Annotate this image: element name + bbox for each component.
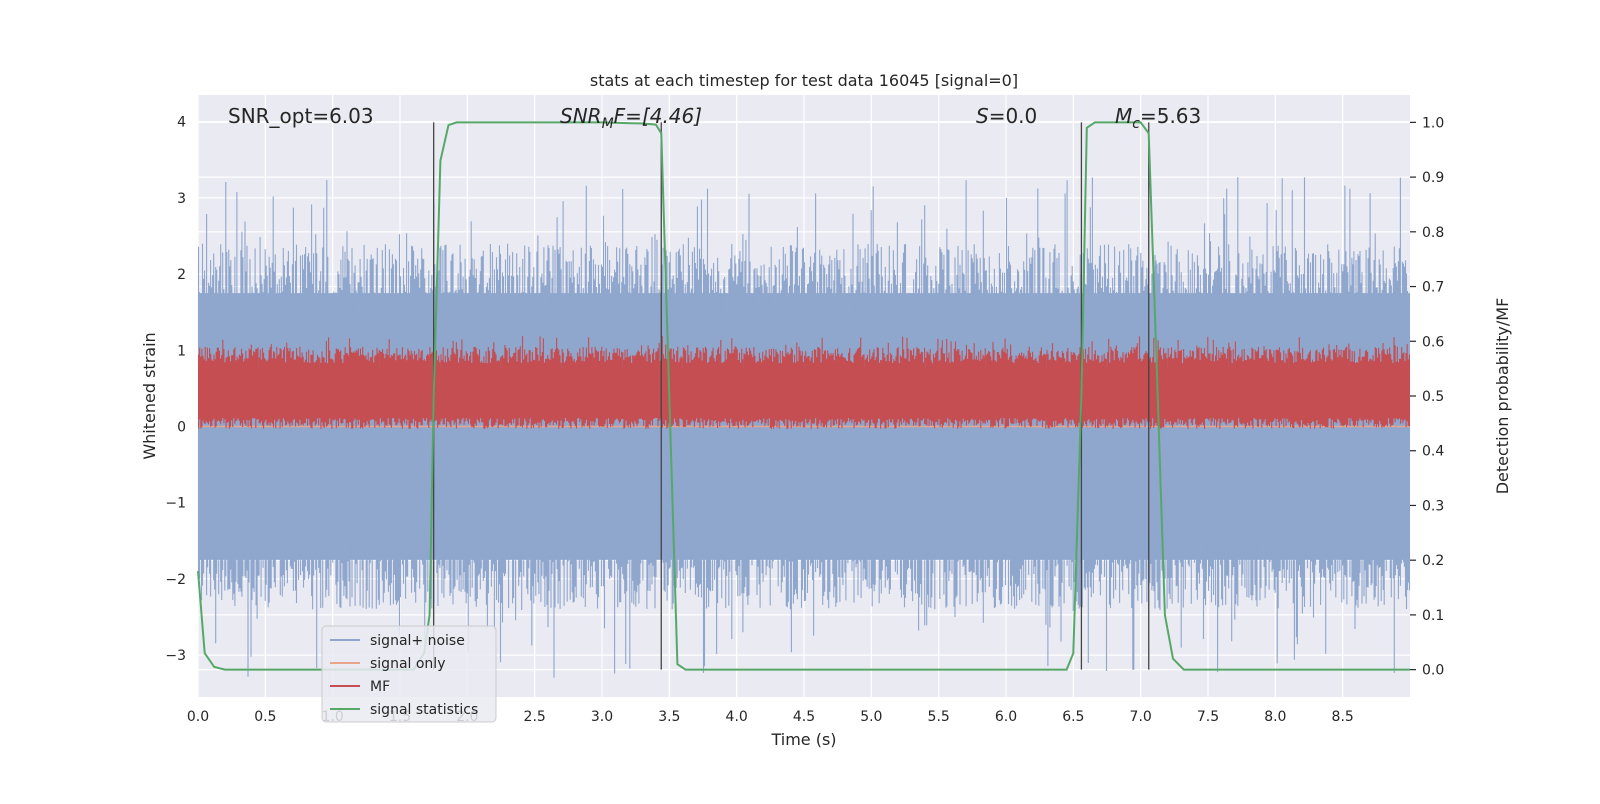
- y-right-tick-label: 0.2: [1422, 553, 1444, 569]
- y-right-tick-label: 0.3: [1422, 498, 1444, 514]
- chart-title: stats at each timestep for test data 160…: [590, 71, 1018, 90]
- y-tick-label: 0: [177, 419, 186, 435]
- x-tick-label: 8.5: [1332, 709, 1354, 725]
- annotation-snr-opt: SNR_opt=6.03: [228, 104, 374, 128]
- annotation-snr-mf-base: SNR: [560, 104, 602, 128]
- legend: signal+ noise signal only MF signal statist…: [321, 625, 497, 723]
- y-right-tick-label: 0.6: [1422, 334, 1444, 350]
- x-tick-label: 7.5: [1197, 709, 1219, 725]
- y-tick-label: 1: [177, 343, 186, 359]
- x-tick-label: 7.0: [1130, 709, 1152, 725]
- y-tick-label: 3: [177, 191, 186, 207]
- x-tick-label: 3.0: [591, 709, 613, 725]
- y-right-tick-label: 0.7: [1422, 280, 1444, 296]
- y-right-tick-label: 0.9: [1422, 170, 1444, 186]
- y-tick-label: −3: [165, 648, 186, 664]
- y-tick-label: 2: [177, 267, 186, 283]
- x-tick-label: 5.5: [928, 709, 950, 725]
- y-right-tick-label: 0.4: [1422, 444, 1444, 460]
- annotation-s: S=0.0: [976, 104, 1037, 128]
- y-right-tick-label: 0.0: [1422, 663, 1444, 679]
- annotation-s-var: S: [976, 104, 989, 128]
- y-axis-right-label: Detection probability/MF: [1493, 298, 1512, 495]
- x-tick-label: 4.0: [726, 709, 748, 725]
- annotation-s-value: =0.0: [989, 104, 1038, 128]
- x-tick-label: 8.0: [1264, 709, 1286, 725]
- x-tick-label: 6.0: [995, 709, 1017, 725]
- y-right-tick-label: 0.1: [1422, 608, 1444, 624]
- x-tick-label: 6.5: [1062, 709, 1084, 725]
- y-right-tick-label: 0.8: [1422, 225, 1444, 241]
- mf-line: [198, 336, 1410, 429]
- annotation-mc-value: =5.63: [1140, 104, 1201, 128]
- x-tick-label: 4.5: [793, 709, 815, 725]
- legend-label: signal only: [370, 656, 445, 672]
- annotation-snr-mf-sub: M: [602, 116, 614, 132]
- annotation-mc-sub: c: [1132, 116, 1140, 132]
- x-axis-label: Time (s): [770, 730, 836, 749]
- annotation-mc: Mc=5.63: [1115, 104, 1201, 132]
- annotation-mc-base: M: [1115, 104, 1132, 128]
- y-tick-label: −2: [165, 572, 186, 588]
- annotation-snr-mf: SNRMF=[4.46]: [560, 104, 702, 132]
- x-tick-label: 3.5: [658, 709, 680, 725]
- mf-band: [198, 368, 1410, 418]
- y-tick-label: −1: [165, 496, 186, 512]
- legend-label: signal+ noise: [370, 633, 465, 649]
- legend-label: MF: [370, 679, 390, 695]
- y-right-tick-label: 0.5: [1422, 389, 1444, 405]
- annotation-snr-mf-rest: F=[4.46]: [614, 104, 702, 128]
- legend-label: signal statistics: [370, 702, 478, 718]
- legend-box: [321, 625, 497, 723]
- y-right-tick-label: 1.0: [1422, 115, 1444, 131]
- x-tick-label: 5.0: [860, 709, 882, 725]
- x-tick-label: 0.0: [187, 709, 209, 725]
- x-tick-label: 0.5: [254, 709, 276, 725]
- x-tick-label: 2.5: [524, 709, 546, 725]
- axis-ticks: 0.00.51.01.52.02.53.03.54.04.55.05.56.06…: [165, 115, 1444, 725]
- y-tick-label: 4: [177, 115, 186, 131]
- y-axis-label: Whitened strain: [140, 332, 159, 459]
- mf-series: [198, 336, 1410, 429]
